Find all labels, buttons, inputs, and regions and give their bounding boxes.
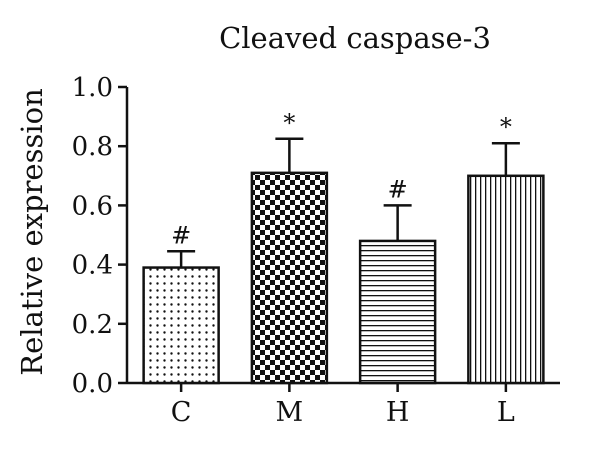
significance-marker: # xyxy=(171,221,191,249)
y-tick-label: 0.6 xyxy=(72,191,113,221)
chart-title: Cleaved caspase-3 xyxy=(219,21,491,55)
y-axis-label: Relative expression xyxy=(15,88,49,376)
significance-marker: * xyxy=(500,113,512,141)
significance-marker: # xyxy=(388,175,408,203)
bar-h xyxy=(358,239,437,385)
x-tick-label: L xyxy=(497,397,515,428)
x-tick-label: H xyxy=(386,397,410,428)
y-tick-label: 0.4 xyxy=(72,251,113,281)
significance-marker: * xyxy=(283,109,295,137)
y-tick-label: 0.0 xyxy=(72,369,113,399)
bar-l xyxy=(467,174,545,385)
x-tick-label: M xyxy=(276,397,304,428)
y-tick-label: 0.8 xyxy=(72,132,113,162)
y-tick-label: 0.2 xyxy=(72,310,113,340)
y-tick-label: 1.0 xyxy=(72,73,113,103)
bar-m xyxy=(250,171,329,385)
x-tick-label: C xyxy=(171,397,192,428)
bars: # * # * xyxy=(142,109,545,385)
axes: 0.0 0.2 0.4 0.6 0.8 1.0 C M H L xyxy=(72,73,560,428)
bar-c xyxy=(142,266,220,385)
